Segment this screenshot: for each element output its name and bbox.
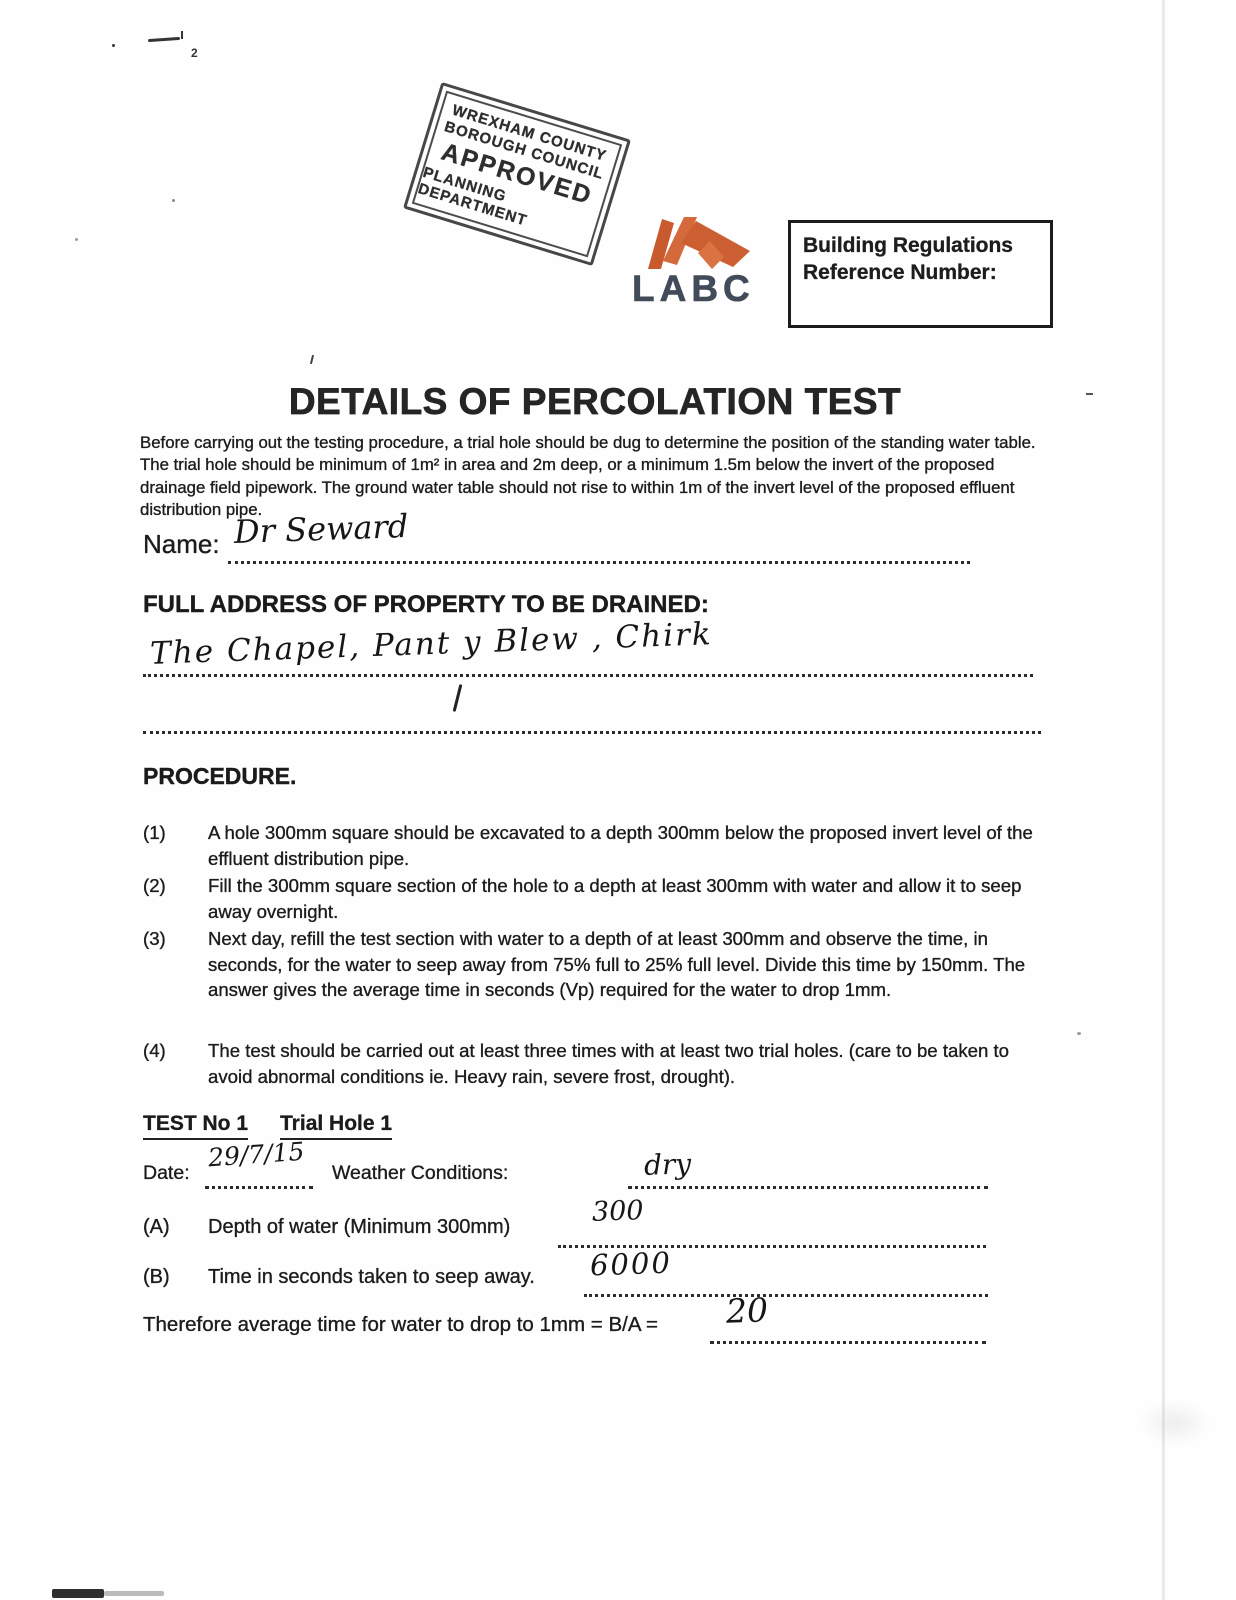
weather-conditions-label: Weather Conditions: <box>332 1162 509 1184</box>
date-value-handwritten: 29/7/15 <box>207 1136 306 1173</box>
labc-roof-mark-icon <box>648 217 750 269</box>
procedure-item-number: (1) <box>143 822 166 843</box>
procedure-item-number: (4) <box>143 1040 166 1061</box>
weather-dotted-line <box>628 1186 988 1189</box>
procedure-item-text: Fill the 300mm square section of the hol… <box>208 875 1022 922</box>
approval-stamp-inner-border: WREXHAM COUNTY BOROUGH COUNCIL APPROVED … <box>411 90 623 258</box>
scan-smudge <box>1140 1400 1210 1446</box>
address-dotted-line-2 <box>143 731 1041 734</box>
procedure-item-2: (2) Fill the 300mm square section of the… <box>143 873 1043 924</box>
labc-logo-text: LABC <box>632 268 755 310</box>
row-a-label: Depth of water (Minimum 300mm) <box>208 1216 511 1238</box>
scan-artifact <box>112 44 115 47</box>
scan-artifact <box>172 199 175 202</box>
procedure-item-4: (4) The test should be carried out at le… <box>143 1038 1043 1089</box>
row-b-number: (B) <box>143 1266 170 1288</box>
procedure-item-text: The test should be carried out at least … <box>208 1040 1009 1087</box>
procedure-item-number: (2) <box>143 875 166 896</box>
result-dotted-line <box>710 1341 986 1344</box>
name-dotted-line <box>228 561 970 564</box>
procedure-item-number: (3) <box>143 928 166 949</box>
page-title: DETAILS OF PERCOLATION TEST <box>288 381 902 423</box>
procedure-item-3: (3) Next day, refill the test section wi… <box>143 926 1043 1003</box>
scan-artifact <box>309 354 315 365</box>
procedure-item-1: (1) A hole 300mm square should be excava… <box>143 820 1043 871</box>
scan-artifact <box>75 238 78 241</box>
result-value-handwritten: 20 <box>725 1290 769 1331</box>
scan-fold-line <box>1162 0 1165 1600</box>
row-b-label: Time in seconds taken to seep away. <box>208 1266 535 1288</box>
test-section-heading: TEST No 1 Trial Hole 1 <box>143 1112 392 1140</box>
scan-artifact <box>181 31 183 39</box>
row-a-number: (A) <box>143 1216 170 1238</box>
result-label: Therefore average time for water to drop… <box>143 1313 659 1336</box>
row-a-value-handwritten: 300 <box>591 1195 645 1228</box>
scan-artifact <box>52 1589 104 1598</box>
row-b-value-handwritten: 6000 <box>589 1245 673 1283</box>
trial-hole-heading: Trial Hole 1 <box>280 1112 392 1140</box>
handwriting-stray-stroke <box>452 684 463 712</box>
ref-box-line1: Building Regulations <box>803 234 1013 257</box>
scan-artifact <box>1086 393 1093 395</box>
procedure-item-text: Next day, refill the test section with w… <box>208 928 1026 1001</box>
date-label: Date: <box>143 1162 190 1184</box>
procedure-heading: PROCEDURE. <box>143 763 297 789</box>
row-a-dotted-line <box>558 1245 986 1248</box>
weather-value-handwritten: dry <box>643 1147 692 1182</box>
approval-stamp: WREXHAM COUNTY BOROUGH COUNCIL APPROVED … <box>403 81 631 267</box>
address-dotted-line-1 <box>143 674 1033 677</box>
procedure-item-text: A hole 300mm square should be excavated … <box>208 822 1033 869</box>
scan-artifact <box>147 36 181 43</box>
address-heading: FULL ADDRESS OF PROPERTY TO BE DRAINED: <box>143 591 709 618</box>
address-value-handwritten: The Chapel, Pant y Blew , Chirk <box>149 616 714 672</box>
name-value-handwritten: Dr Seward <box>233 506 409 552</box>
scan-artifact-speck: 2 <box>191 46 198 60</box>
building-regulations-reference-box: Building Regulations Reference Number: <box>788 220 1053 328</box>
row-b-dotted-line <box>584 1294 988 1297</box>
name-label: Name: <box>143 529 220 559</box>
date-dotted-line <box>205 1186 313 1189</box>
scan-artifact <box>104 1591 164 1596</box>
intro-paragraph: Before carrying out the testing procedur… <box>140 433 1036 519</box>
scan-artifact <box>1077 1032 1081 1035</box>
ref-box-line2: Reference Number: <box>803 260 997 284</box>
test-number-heading: TEST No 1 <box>143 1112 248 1140</box>
